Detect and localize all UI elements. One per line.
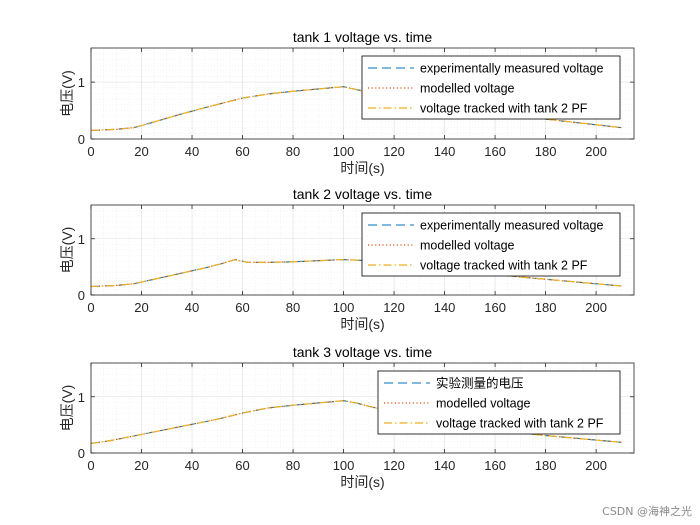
axes-box xyxy=(90,47,635,140)
x-tick-label: 0 xyxy=(87,300,94,315)
x-tick-label: 40 xyxy=(185,458,199,473)
x-tick-label: 40 xyxy=(185,144,199,159)
x-tick-label: 0 xyxy=(87,458,94,473)
x-tick-label: 60 xyxy=(235,300,249,315)
y-axis-label: 电压(V) xyxy=(59,227,75,274)
axes-box xyxy=(90,362,635,454)
series-group xyxy=(90,258,622,288)
series-line-3 xyxy=(90,258,622,288)
x-tick-label: 100 xyxy=(333,144,355,159)
x-tick-label: 140 xyxy=(434,144,456,159)
x-tick-label: 100 xyxy=(333,300,355,315)
x-tick-label: 140 xyxy=(434,458,456,473)
x-axis-label: 时间(s) xyxy=(340,160,384,176)
x-axis-label: 时间(s) xyxy=(340,474,384,490)
watermark: CSDN @海神之光 xyxy=(602,505,692,518)
legend-label-3: voltage tracked with tank 2 PF xyxy=(420,102,588,116)
x-tick-label: 80 xyxy=(286,144,300,159)
x-tick-label: 180 xyxy=(535,144,557,159)
x-tick-label: 80 xyxy=(286,300,300,315)
legend-label-3: voltage tracked with tank 2 PF xyxy=(436,417,604,431)
y-tick-label: 1 xyxy=(78,75,85,90)
legend: 实验测量的电压 modelled voltage voltage tracked w… xyxy=(377,370,621,435)
x-tick-label: 0 xyxy=(87,144,94,159)
x-tick-label: 120 xyxy=(383,300,405,315)
legend-label-2: modelled voltage xyxy=(420,82,515,96)
grid xyxy=(90,47,635,140)
chart-title: tank 1 voltage vs. time xyxy=(293,29,433,45)
x-tick-label: 200 xyxy=(585,300,607,315)
y-tick-label: 0 xyxy=(78,132,85,147)
y-axis-label: 电压(V) xyxy=(59,70,75,117)
series-line-2 xyxy=(90,400,622,445)
x-tick-label: 20 xyxy=(134,300,148,315)
legend-label-1: experimentally measured voltage xyxy=(420,62,603,76)
y-tick-label: 1 xyxy=(78,232,85,247)
chart-title: tank 3 voltage vs. time xyxy=(293,344,433,360)
x-tick-label: 40 xyxy=(185,300,199,315)
y-tick-label: 0 xyxy=(78,288,85,303)
x-tick-label: 120 xyxy=(383,458,405,473)
x-tick-label: 20 xyxy=(134,144,148,159)
legend-label-1: 实验测量的电压 xyxy=(436,376,524,391)
x-tick-label: 100 xyxy=(333,458,355,473)
y-tick-label: 1 xyxy=(78,390,85,405)
legend-label-2: modelled voltage xyxy=(436,397,531,411)
panel-2: 0 20 40 60 80 100 120 140 160 180 200 0 1 tank 2 volt… xyxy=(59,186,635,332)
x-tick-label: 160 xyxy=(484,458,506,473)
legend: experimentally measured voltage modelled … xyxy=(361,55,621,120)
x-tick-label: 160 xyxy=(484,300,506,315)
x-tick-label: 160 xyxy=(484,144,506,159)
x-tick-label: 180 xyxy=(535,458,557,473)
x-tick-label: 20 xyxy=(134,458,148,473)
x-tick-label: 60 xyxy=(235,144,249,159)
x-tick-label: 140 xyxy=(434,300,456,315)
x-tick-label: 120 xyxy=(383,144,405,159)
x-tick-label: 200 xyxy=(585,458,607,473)
axes-box xyxy=(90,204,635,296)
legend-label-2: modelled voltage xyxy=(420,239,515,253)
x-tick-label: 180 xyxy=(535,300,557,315)
x-tick-label: 200 xyxy=(585,144,607,159)
y-axis-label: 电压(V) xyxy=(59,385,75,432)
legend: experimentally measured voltage modelled … xyxy=(361,212,621,277)
x-tick-label: 60 xyxy=(235,458,249,473)
x-axis-label: 时间(s) xyxy=(340,316,384,332)
legend-label-1: experimentally measured voltage xyxy=(420,219,603,233)
panel-1: 0 20 40 60 80 100 120 140 160 180 200 0 1 tank 1 volt… xyxy=(59,29,635,176)
y-tick-label: 0 xyxy=(78,446,85,461)
chart-title: tank 2 voltage vs. time xyxy=(293,186,433,202)
legend-label-3: voltage tracked with tank 2 PF xyxy=(420,259,588,273)
x-tick-label: 80 xyxy=(286,458,300,473)
panel-3: 0 20 40 60 80 100 120 140 160 180 200 0 1 tank 3 volt… xyxy=(59,344,635,490)
